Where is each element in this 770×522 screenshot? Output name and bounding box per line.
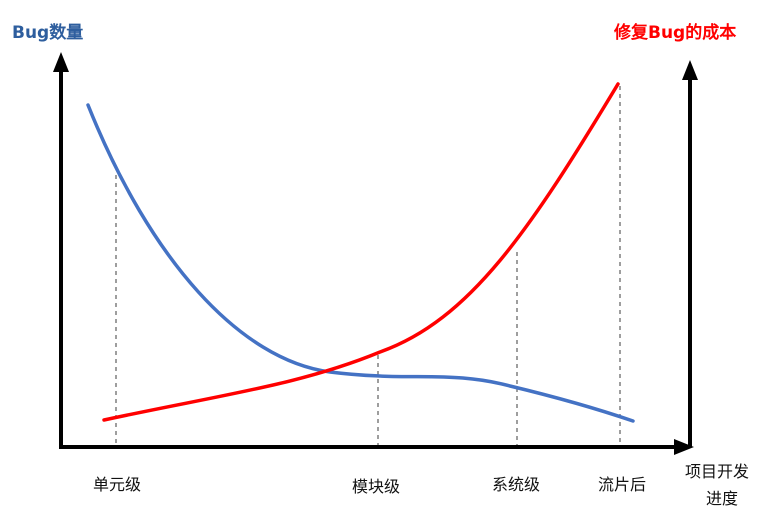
x-axis-title-line2: 进度 <box>706 489 738 508</box>
x-axis-title-line1: 项目开发 <box>685 462 749 481</box>
left-axis-title: Bug数量 <box>12 22 83 43</box>
fix-cost-curve <box>102 82 620 422</box>
stage-label-module: 模块级 <box>352 477 400 496</box>
stage-label-system: 系统级 <box>492 475 540 494</box>
left-axis-arrowhead <box>53 52 69 72</box>
bug-count-curve <box>86 103 635 423</box>
right-axis-title: 修复Bug的成本 <box>613 22 736 43</box>
x-axis-arrowhead <box>674 439 694 455</box>
stage-label-tapeout: 流片后 <box>598 475 646 494</box>
stage-label-unit: 单元级 <box>93 475 141 494</box>
right-axis-arrowhead <box>682 60 698 80</box>
